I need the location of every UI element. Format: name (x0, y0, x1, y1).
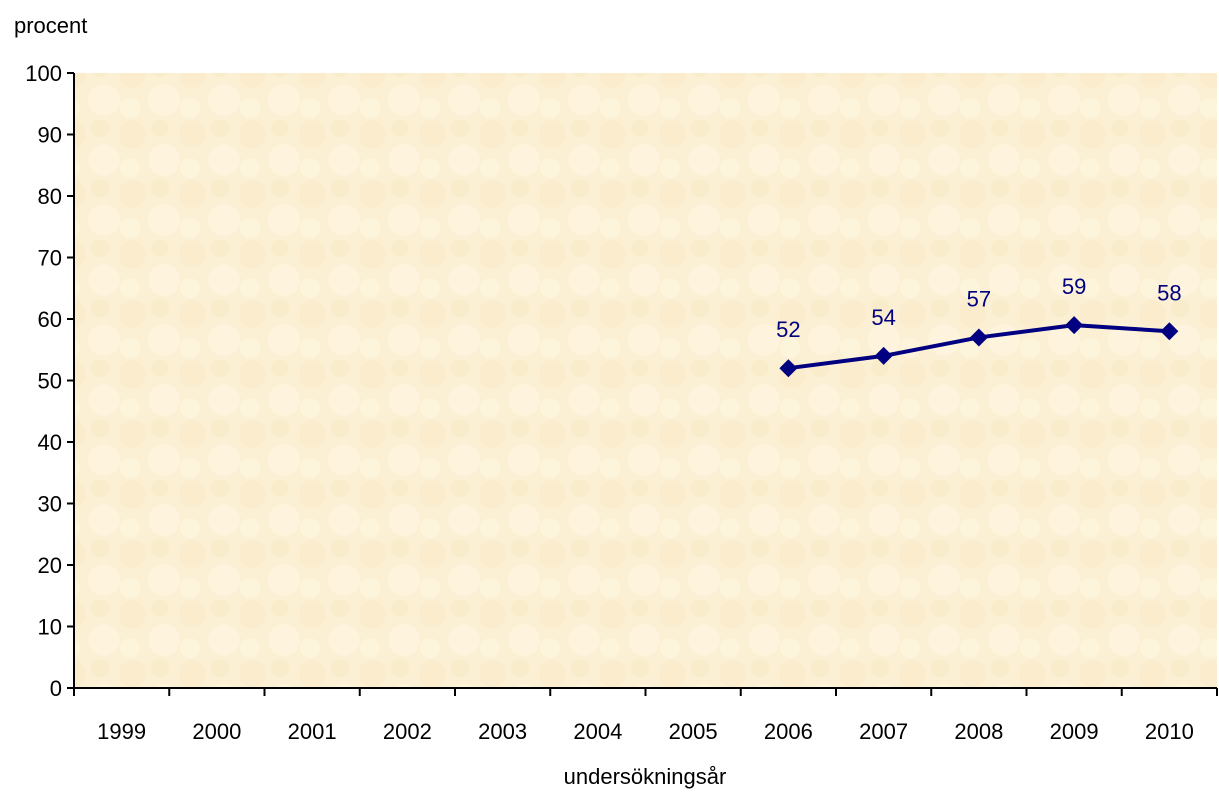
y-tick-label: 50 (38, 369, 62, 394)
data-label: 58 (1157, 280, 1181, 305)
x-tick-label: 2010 (1145, 719, 1194, 744)
y-tick-label: 90 (38, 123, 62, 148)
y-axis: 0 10 20 30 40 50 60 70 80 90 100 (25, 61, 75, 701)
data-point-marker (779, 359, 798, 378)
y-tick-label: 30 (38, 492, 62, 517)
x-tick-label: 2004 (573, 719, 622, 744)
y-tick-label: 60 (38, 307, 62, 332)
x-tick-label: 2009 (1050, 719, 1099, 744)
y-tick-label: 0 (50, 676, 62, 701)
x-axis-title: undersökningsår (564, 764, 727, 789)
series-layer: 52 54 57 59 58 (776, 274, 1182, 378)
plot-area (74, 73, 1217, 688)
x-tick-label: 2006 (764, 719, 813, 744)
x-tick-label: 2000 (192, 719, 241, 744)
y-tick-label: 80 (38, 184, 62, 209)
data-label: 57 (967, 286, 991, 311)
data-point-marker (1065, 316, 1084, 335)
data-point-marker (969, 328, 988, 347)
x-tick-label: 2005 (669, 719, 718, 744)
x-tick-label: 2008 (954, 719, 1003, 744)
y-tick-label: 40 (38, 430, 62, 455)
y-tick-label: 70 (38, 246, 62, 271)
data-label: 54 (871, 305, 895, 330)
y-tick-label: 20 (38, 553, 62, 578)
data-label: 52 (776, 317, 800, 342)
y-axis-title: procent (14, 13, 87, 38)
data-label: 59 (1062, 274, 1086, 299)
data-point-marker (1160, 322, 1179, 341)
x-axis: 1999 2000 2001 2002 2003 2004 2005 2006 2007 2008… (73, 687, 1218, 744)
y-tick-label: 10 (38, 615, 62, 640)
x-tick-label: 1999 (97, 719, 146, 744)
x-tick-label: 2003 (478, 719, 527, 744)
x-tick-label: 2007 (859, 719, 908, 744)
y-tick-label: 100 (25, 61, 62, 86)
x-tick-label: 2001 (288, 719, 337, 744)
x-tick-label: 2002 (383, 719, 432, 744)
data-point-marker (874, 346, 893, 365)
